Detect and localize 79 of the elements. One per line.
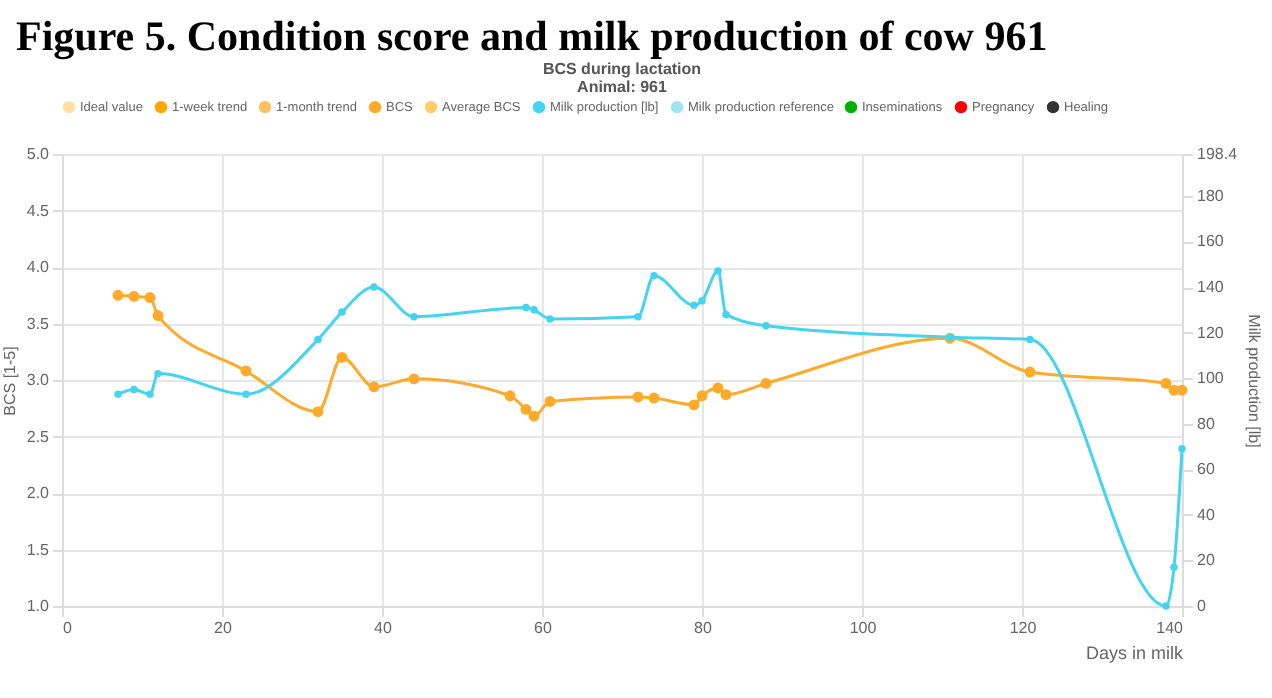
x-axis-title: Days in milk (1085, 643, 1184, 663)
point (1170, 563, 1178, 571)
x-tick-label: 40 (374, 619, 393, 637)
y-tick-label: 1.5 (26, 540, 51, 559)
y-tick-label: 4.5 (26, 201, 51, 220)
y2-tick-label: 40 (1197, 505, 1216, 524)
point (544, 396, 556, 407)
y2-tick-label: 60 (1197, 460, 1216, 479)
y-tick-label: 5.0 (26, 145, 51, 163)
point (648, 392, 660, 404)
y-tick-label: 1.0 (26, 597, 51, 615)
x-tick-label: 140 (1156, 619, 1185, 637)
point (760, 377, 772, 389)
point (128, 290, 140, 302)
point (368, 381, 380, 393)
point (546, 315, 554, 323)
point (722, 310, 730, 319)
point (522, 303, 530, 312)
point (338, 308, 346, 316)
point (696, 390, 708, 402)
point (314, 335, 322, 344)
point (634, 312, 642, 321)
y-axis-title: BCS [1-5] (0, 346, 19, 416)
chart-title: Figure 5. Condition score and milk production of cow 961 (16, 12, 1050, 62)
point (1160, 377, 1172, 389)
y2-tick-label: 198.4 (1197, 145, 1239, 163)
y-tick-label: 2.0 (26, 484, 51, 502)
point (504, 390, 516, 402)
point (690, 301, 698, 310)
y2-tick-label: 0 (1197, 597, 1207, 615)
point (1024, 366, 1036, 378)
point (650, 271, 658, 280)
point (408, 373, 420, 385)
y-tick-label: 3.0 (26, 371, 51, 389)
point (240, 365, 252, 377)
point (714, 267, 722, 275)
x-tick-label: 80 (694, 619, 713, 637)
point (112, 289, 124, 301)
text: Animal: 961 (577, 78, 669, 96)
y2-axis-title: Milk production [lb] (1245, 314, 1264, 448)
point (130, 385, 138, 394)
point (698, 296, 706, 305)
point (114, 390, 122, 398)
y2-tick-label: 180 (1197, 186, 1225, 205)
x-tick-label: 100 (849, 619, 878, 637)
y2-tick-label: 100 (1197, 369, 1225, 388)
x-tick-label: 20 (214, 619, 233, 637)
point (410, 312, 418, 321)
point (1162, 602, 1170, 610)
point (1026, 335, 1034, 344)
point (762, 322, 770, 330)
x-tick-label: 120 (1009, 619, 1038, 637)
point (146, 390, 154, 398)
point (370, 283, 378, 291)
point (520, 403, 532, 415)
y-tick-label: 3.5 (26, 314, 51, 333)
y2-tick-label: 80 (1197, 414, 1216, 433)
y2-tick-label: 20 (1197, 551, 1216, 570)
point (242, 390, 250, 398)
y2-tick-label: 120 (1197, 323, 1225, 342)
chart-subtitle: BCS during lactation (542, 60, 702, 78)
point (712, 382, 724, 394)
point (144, 292, 156, 303)
point (530, 306, 538, 314)
y2-tick-label: 160 (1197, 232, 1225, 251)
x-tick-label: 60 (534, 619, 553, 637)
y2-tick-label: 140 (1197, 278, 1225, 297)
point (528, 410, 540, 422)
point (632, 391, 644, 403)
point (154, 369, 162, 378)
point (720, 389, 732, 401)
x-tick-label: 0 (63, 619, 73, 637)
point (1178, 445, 1186, 453)
point (688, 399, 700, 411)
point (152, 310, 164, 322)
point (336, 351, 348, 363)
point (312, 406, 324, 418)
y-tick-label: 2.5 (26, 427, 51, 446)
y-tick-label: 4.0 (26, 258, 51, 276)
